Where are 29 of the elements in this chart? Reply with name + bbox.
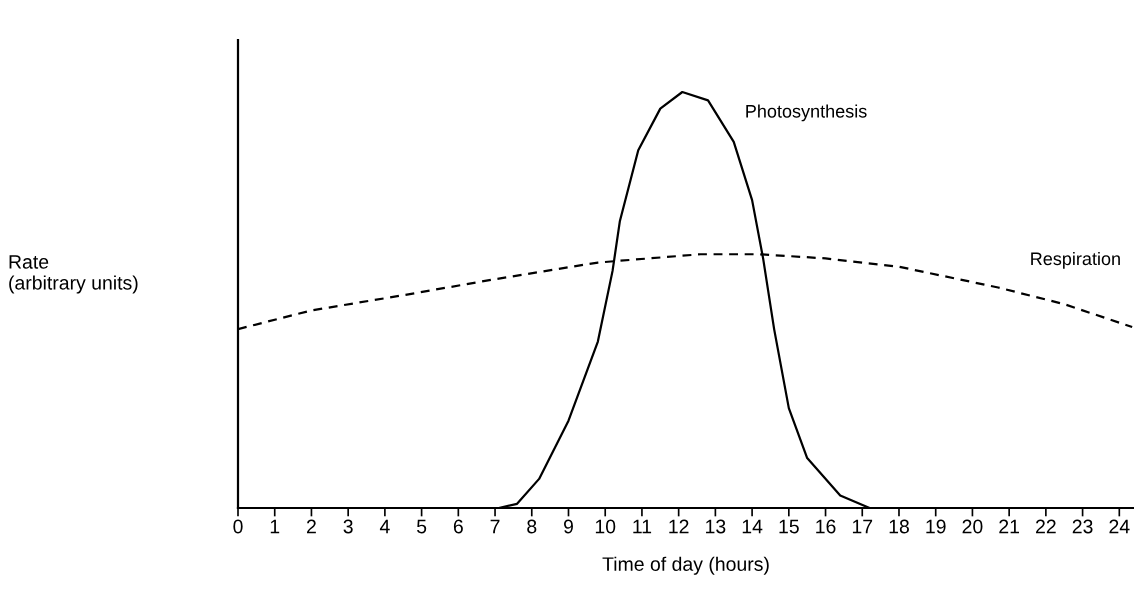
x-tick-label: 17 bbox=[852, 519, 873, 534]
x-tick-label: 9 bbox=[564, 519, 573, 534]
series-label: Respiration bbox=[1031, 251, 1120, 269]
x-tick-label: 4 bbox=[379, 519, 390, 534]
x-tick-label: 16 bbox=[816, 519, 836, 534]
x-tick-label: 1 bbox=[270, 519, 280, 534]
series-label: Photosynthesis bbox=[746, 104, 867, 122]
y-axis-title: Rate (arbitrary units) bbox=[9, 255, 138, 294]
x-axis-title: Time of day (hours) bbox=[602, 556, 769, 575]
x-tick-label: 3 bbox=[343, 519, 353, 534]
x-tick-label: 10 bbox=[595, 519, 616, 534]
x-tick-label: 23 bbox=[1072, 519, 1093, 534]
x-tick-label: 5 bbox=[416, 519, 427, 534]
x-tick-label: 12 bbox=[669, 519, 689, 534]
x-tick-label: 0 bbox=[233, 519, 243, 534]
x-tick-label: 6 bbox=[453, 519, 463, 534]
x-tick-label: 11 bbox=[633, 519, 652, 534]
x-tick-label: 18 bbox=[889, 519, 909, 534]
x-tick-label: 22 bbox=[1036, 519, 1056, 534]
x-tick-label: 15 bbox=[779, 519, 799, 534]
x-tick-label: 24 bbox=[1109, 519, 1130, 534]
x-tick-label: 8 bbox=[527, 519, 537, 534]
x-tick-label: 19 bbox=[926, 519, 946, 534]
x-tick-label: 13 bbox=[706, 519, 726, 534]
x-tick-label: 2 bbox=[307, 519, 316, 534]
x-tick-label: 14 bbox=[742, 519, 763, 534]
x-tick-label: 21 bbox=[999, 519, 1020, 534]
x-tick-label: 7 bbox=[490, 519, 500, 534]
x-tick-label: 20 bbox=[962, 519, 983, 534]
